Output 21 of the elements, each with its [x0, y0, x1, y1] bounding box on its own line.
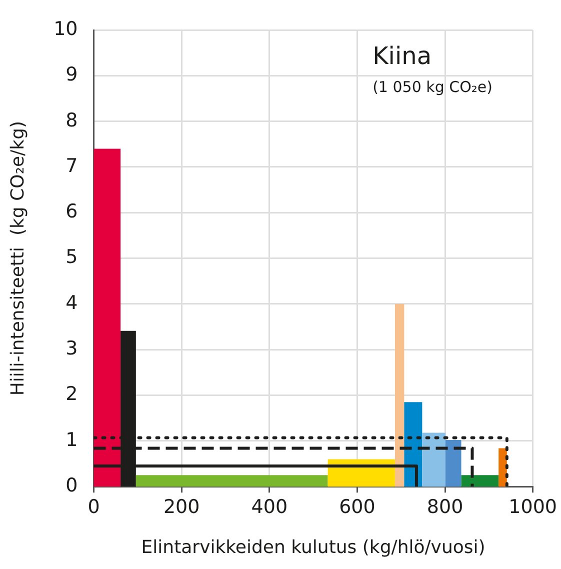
y-tick-label: 6	[66, 200, 78, 223]
x-tick-label: 400	[251, 496, 288, 518]
x-tick-label: 1000	[508, 496, 558, 518]
y-tick-label: 0	[66, 474, 78, 497]
annotation: (1 050 kg CO₂e)	[372, 78, 492, 96]
y-tick-label: 2	[66, 383, 78, 406]
x-tick-label: 0	[88, 496, 100, 518]
x-axis-title: Elintarvikkeiden kulutus (kg/hlö/vuosi)	[141, 536, 486, 558]
y-axis-title: Hiili-intensiteetti (kg CO₂e/kg)	[7, 120, 28, 396]
y-tick-label: 7	[66, 154, 78, 177]
y-tick-label: 4	[66, 292, 78, 314]
x-tick-label: 200	[163, 496, 200, 518]
y-tick-label: 9	[66, 64, 78, 86]
y-tick-label: 8	[66, 109, 78, 132]
annotation: Kiina	[372, 42, 432, 70]
x-tick-label: 800	[426, 496, 464, 518]
y-tick-label: 5	[66, 246, 78, 268]
y-tick-label: 3	[66, 338, 78, 360]
x-tick-label: 600	[339, 496, 376, 518]
y-tick-label: 1	[66, 428, 78, 451]
y-tick-label: 10	[54, 18, 78, 40]
